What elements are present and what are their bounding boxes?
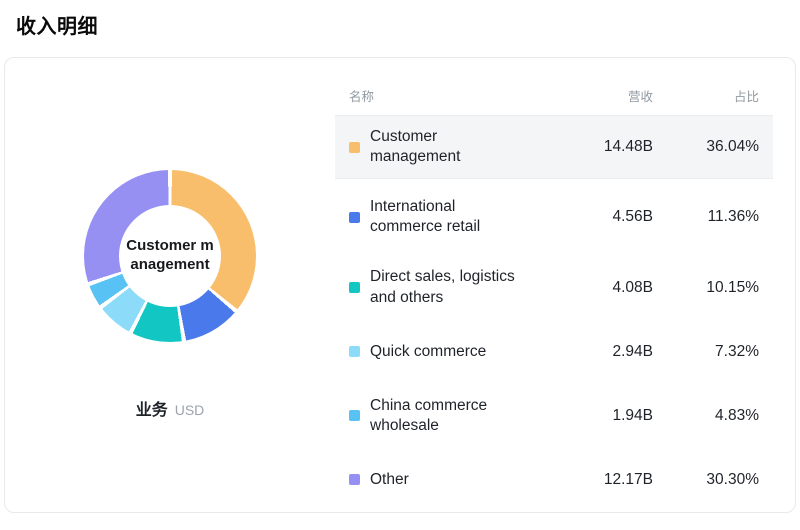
header-share: 占比: [733, 90, 759, 104]
table-row[interactable]: Direct sales, logistics and others 4.08B…: [335, 256, 773, 320]
row-share: 36.04%: [706, 138, 759, 156]
table-row[interactable]: Other 12.17B 30.30%: [335, 454, 773, 506]
row-name: Quick commerce: [370, 342, 487, 360]
legend-swatch: [349, 474, 360, 486]
donut-center-label: Customer management: [126, 237, 214, 273]
donut-hole: Customer management: [119, 205, 221, 307]
row-share: 4.83%: [715, 406, 759, 424]
table-row[interactable]: Customer management 14.48B 36.04%: [335, 115, 773, 180]
legend-swatch: [349, 346, 360, 358]
row-revenue: 14.48B: [603, 138, 653, 156]
table-row[interactable]: International commerce retail 4.56B 11.3…: [335, 185, 773, 249]
row-revenue: 4.08B: [612, 278, 653, 296]
donut-chart-panel: Customer management 业务 USD: [5, 58, 335, 512]
name-cell: International commerce retail: [349, 197, 553, 237]
table-row[interactable]: China commerce wholesale 1.94B 4.83%: [335, 384, 773, 448]
row-share: 10.15%: [706, 278, 759, 296]
name-cell: Quick commerce: [349, 342, 553, 362]
legend-swatch: [349, 211, 360, 223]
page: 收入明细 Customer management 业务 USD 名称 营收 占比: [0, 10, 800, 513]
name-cell: Other: [349, 470, 553, 490]
row-share: 11.36%: [707, 208, 759, 226]
table-row[interactable]: Quick commerce 2.94B 7.32%: [335, 326, 773, 378]
legend-swatch: [349, 282, 360, 294]
dimension-unit: USD: [174, 402, 205, 418]
row-name: International commerce retail: [370, 198, 481, 236]
page-title: 收入明细: [16, 16, 98, 38]
row-name: Other: [370, 470, 409, 488]
row-name: Direct sales, logistics and others: [370, 268, 515, 306]
row-name: Customer management: [370, 127, 461, 166]
name-cell: Direct sales, logistics and others: [349, 267, 553, 307]
revenue-breakdown-card: Customer management 业务 USD 名称 营收 占比 Custo…: [4, 57, 796, 513]
revenue-table: 名称 营收 占比 Customer management 14.48B 36.0…: [335, 58, 795, 512]
row-revenue: 12.17B: [603, 471, 653, 488]
table-header-row: 名称 营收 占比: [335, 86, 773, 105]
row-share: 30.30%: [706, 471, 759, 488]
row-revenue: 1.94B: [612, 406, 653, 424]
name-cell: China commerce wholesale: [349, 396, 553, 436]
row-revenue: 2.94B: [612, 342, 653, 360]
donut-chart[interactable]: Customer management: [84, 170, 256, 342]
row-name: China commerce wholesale: [370, 396, 488, 434]
row-share: 7.32%: [715, 342, 759, 360]
legend-swatch: [349, 410, 360, 422]
name-cell: Customer management: [349, 127, 553, 167]
header-revenue: 营收: [627, 90, 653, 104]
chart-dimension-label: 业务 USD: [136, 396, 205, 420]
header-name: 名称: [349, 90, 375, 104]
row-revenue: 4.56B: [612, 208, 653, 226]
dimension-name: 业务: [135, 402, 168, 419]
legend-swatch: [349, 141, 360, 153]
